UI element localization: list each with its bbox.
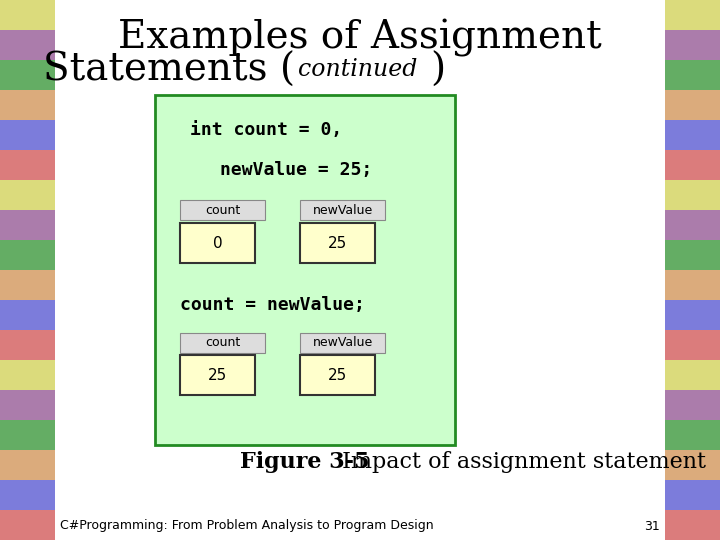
Bar <box>665 360 720 390</box>
Text: 0: 0 <box>212 235 222 251</box>
Text: int count = 0,: int count = 0, <box>190 121 342 139</box>
Text: ): ) <box>430 51 445 89</box>
Text: count = newValue;: count = newValue; <box>180 296 365 314</box>
Bar <box>0 240 55 270</box>
Bar <box>0 330 55 360</box>
Bar <box>0 0 55 30</box>
Bar <box>180 333 265 353</box>
Bar <box>665 60 720 90</box>
Bar <box>665 150 720 180</box>
Bar <box>665 270 720 300</box>
Bar <box>665 300 720 330</box>
Bar <box>0 450 55 480</box>
Bar <box>0 30 55 60</box>
Bar <box>300 333 385 353</box>
Bar <box>55 0 665 540</box>
Bar <box>665 480 720 510</box>
Bar <box>0 360 55 390</box>
Bar <box>0 210 55 240</box>
Bar <box>155 95 455 445</box>
Bar <box>0 420 55 450</box>
Bar <box>180 355 255 395</box>
Text: 31: 31 <box>644 519 660 532</box>
Text: newValue: newValue <box>312 204 373 217</box>
Bar <box>665 450 720 480</box>
Bar <box>665 120 720 150</box>
Text: count: count <box>205 336 240 349</box>
Text: C#Programming: From Problem Analysis to Program Design: C#Programming: From Problem Analysis to … <box>60 519 433 532</box>
Text: 25: 25 <box>328 235 347 251</box>
Bar <box>0 60 55 90</box>
Text: Figure 3-5: Figure 3-5 <box>240 451 369 473</box>
Bar <box>665 510 720 540</box>
Bar <box>665 420 720 450</box>
Bar <box>0 390 55 420</box>
Text: count: count <box>205 204 240 217</box>
Bar <box>180 200 265 220</box>
Bar <box>665 210 720 240</box>
Bar <box>300 355 375 395</box>
Bar <box>665 0 720 30</box>
Bar <box>665 30 720 60</box>
Text: Examples of Assignment: Examples of Assignment <box>118 19 602 57</box>
Bar <box>0 120 55 150</box>
Bar <box>0 150 55 180</box>
Bar <box>0 270 55 300</box>
Text: Statements (: Statements ( <box>43 51 295 89</box>
Bar <box>300 223 375 263</box>
Bar <box>180 223 255 263</box>
Bar <box>0 480 55 510</box>
Bar <box>665 180 720 210</box>
Bar <box>0 510 55 540</box>
Text: newValue: newValue <box>312 336 373 349</box>
Bar <box>0 300 55 330</box>
Bar <box>300 200 385 220</box>
Bar <box>665 390 720 420</box>
Bar <box>0 180 55 210</box>
Text: 25: 25 <box>208 368 227 382</box>
Text: continued: continued <box>298 58 418 82</box>
Bar <box>665 90 720 120</box>
Bar <box>665 330 720 360</box>
Bar <box>0 90 55 120</box>
Text: 25: 25 <box>328 368 347 382</box>
Text: Impact of assignment statement: Impact of assignment statement <box>335 451 706 473</box>
Bar <box>665 240 720 270</box>
Text: newValue = 25;: newValue = 25; <box>220 161 372 179</box>
